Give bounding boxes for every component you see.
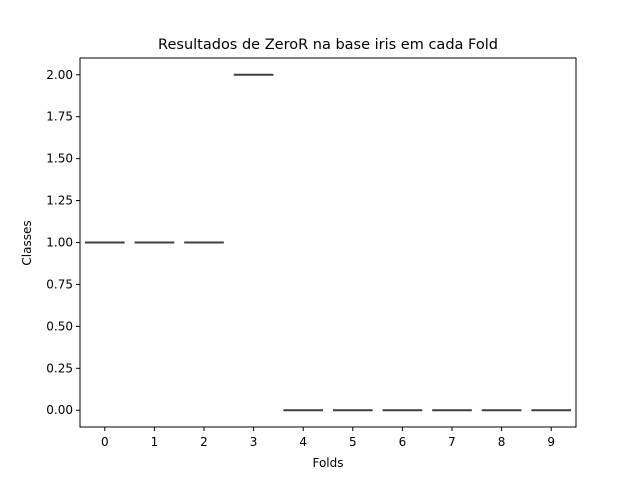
x-tick-label: 6 (399, 435, 407, 449)
plot-area: 0.00 0.25 0.50 0.75 1.00 1.25 1.50 1.75 2.00 0 1 2 3… (46, 57, 577, 449)
x-tick-label: 2 (200, 435, 208, 449)
x-tick-label: 4 (299, 435, 307, 449)
x-tick-label: 5 (349, 435, 357, 449)
x-tick-label: 8 (498, 435, 506, 449)
y-tick-label: 1.75 (46, 110, 73, 124)
y-tick-label: 1.50 (46, 152, 73, 166)
x-tick-label: 0 (101, 435, 109, 449)
x-tick-label: 9 (547, 435, 555, 449)
y-tick-label: 0.00 (46, 403, 73, 417)
y-tick-label: 0.25 (46, 361, 73, 375)
y-tick-label: 1.25 (46, 194, 73, 208)
x-tick-label: 1 (151, 435, 159, 449)
y-axis-label: Classes (20, 220, 34, 265)
chart-title: Resultados de ZeroR na base iris em cada… (158, 37, 498, 53)
y-tick-label: 0.75 (46, 277, 73, 291)
y-tick-label: 1.00 (46, 236, 73, 250)
x-tick-label: 3 (250, 435, 258, 449)
y-tick-label: 2.00 (46, 68, 73, 82)
x-tick-label: 7 (448, 435, 456, 449)
y-tick-label: 0.50 (46, 319, 73, 333)
x-axis-label: Folds (312, 456, 343, 470)
